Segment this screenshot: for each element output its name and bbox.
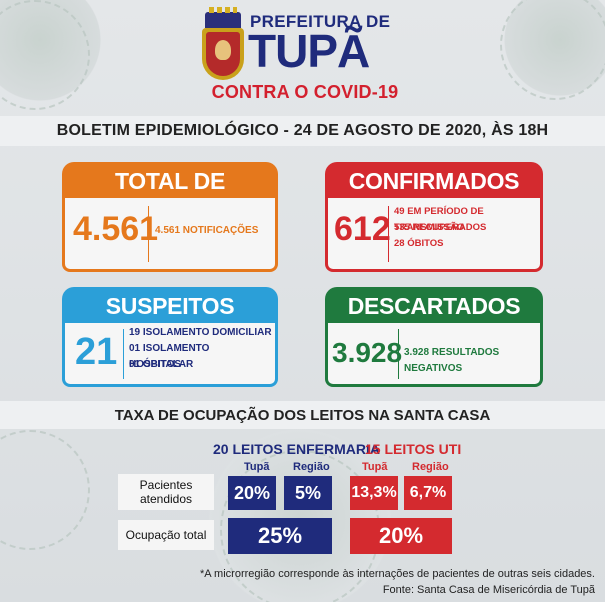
card-line: 49 EM PERÍODO DE TRANSMISSÃO xyxy=(394,206,484,233)
virus-decoration xyxy=(500,0,605,100)
card-total: 4.561 xyxy=(73,210,159,248)
card-total: 21 xyxy=(75,331,118,373)
row-label-pacientes: Pacientes atendidos xyxy=(118,474,214,510)
city-name: TUPÃ xyxy=(248,25,370,77)
card-title: CONFIRMADOS xyxy=(325,162,543,198)
footnote: *A microrregião corresponde às internaçõ… xyxy=(199,568,595,580)
card-suspeitos: SUSPEITOS 21 19 ISOLAMENTO DOMICILIAR 01… xyxy=(62,287,278,387)
card-testagem: TOTAL DE TESTAGEM 4.561 4.561 NOTIFICAÇÕ… xyxy=(62,162,278,272)
card-line: 19 ISOLAMENTO DOMICILIAR xyxy=(129,327,272,338)
row-label-ocupacao: Ocupação total xyxy=(118,520,214,550)
col-regiao-uti: Região xyxy=(412,461,449,473)
card-line: 28 ÓBITOS xyxy=(394,238,444,249)
virus-decoration xyxy=(0,430,90,550)
col-tupa-uti: Tupã xyxy=(362,461,388,473)
card-total: 3.928 xyxy=(332,337,403,368)
col-regiao-enfermaria: Região xyxy=(293,461,330,473)
card-total: 612 xyxy=(334,210,391,248)
card-line: 01 ISOLAMENTO HOSPITALAR xyxy=(129,343,210,370)
card-line: 3.928 RESULTADOS NEGATIVOS xyxy=(404,347,500,374)
card-line: 4.561 NOTIFICAÇÕES xyxy=(155,225,259,236)
card-descartados: DESCARTADOS 3.928 3.928 RESULTADOS NEGAT… xyxy=(325,287,543,387)
enfermaria-regiao-value: 5% xyxy=(284,476,332,510)
campaign-title: CONTRA O COVID-19 xyxy=(211,82,399,102)
card-confirmados: CONFIRMADOS 612 49 EM PERÍODO DE TRANSMI… xyxy=(325,162,543,272)
occupancy-title: TAXA DE OCUPAÇÃO DOS LEITOS NA SANTA CAS… xyxy=(0,401,605,429)
card-title: DESCARTADOS xyxy=(325,287,543,323)
enfermaria-total-value: 25% xyxy=(228,518,332,554)
city-logo: PREFEITURA DE TUPÃ CONTRA O COVID-19 xyxy=(200,7,410,104)
card-line: 01 ÓBITOS xyxy=(129,359,182,370)
card-title: SUSPEITOS xyxy=(62,287,278,323)
uti-tupa-value: 13,3% xyxy=(350,476,398,510)
coat-of-arms-icon xyxy=(202,7,244,84)
enfermaria-tupa-value: 20% xyxy=(228,476,276,510)
card-title: TOTAL DE TESTAGEM xyxy=(62,162,278,232)
prefeitura-label: PREFEITURA DE xyxy=(250,12,391,31)
uti-total-value: 20% xyxy=(350,518,452,554)
uti-regiao-value: 6,7% xyxy=(404,476,452,510)
card-line: 535 RECUPERADOS xyxy=(394,222,487,233)
uti-label: 15 LEITOS UTI xyxy=(365,441,462,457)
bulletin-title: BOLETIM EPIDEMIOLÓGICO - 24 DE AGOSTO DE… xyxy=(0,116,605,146)
col-tupa-enfermaria: Tupã xyxy=(244,461,270,473)
source-note: Fonte: Santa Casa de Misericórdia de Tup… xyxy=(382,584,595,596)
virus-decoration xyxy=(0,0,90,110)
enfermaria-label: 20 LEITOS ENFERMARIA xyxy=(213,441,380,457)
